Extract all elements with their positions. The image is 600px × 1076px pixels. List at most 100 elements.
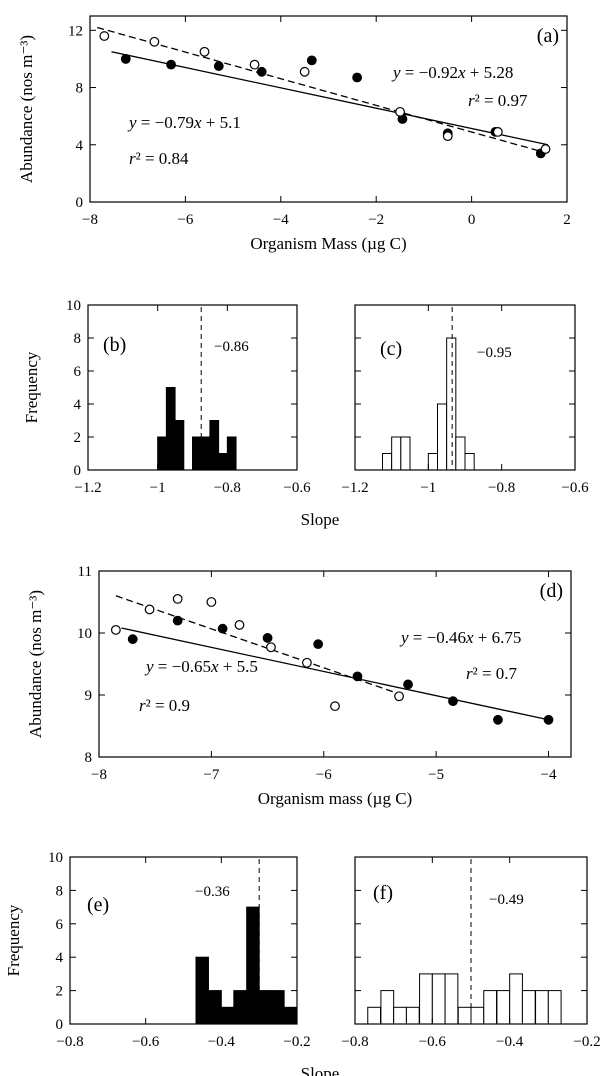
data-point-open — [110, 625, 121, 635]
histogram-bar — [192, 436, 202, 471]
histogram-bar — [496, 990, 511, 1025]
histogram-bar — [470, 1006, 485, 1025]
y-tick-label: 6 — [74, 364, 82, 380]
data-point-open — [395, 106, 405, 117]
histogram-bar — [165, 387, 176, 471]
y-axis-label: Abundance (nos m⁻³) — [17, 35, 36, 183]
data-point-filled — [120, 54, 131, 64]
x-tick-label: −0.8 — [56, 1034, 83, 1050]
y-tick-label: 6 — [56, 917, 64, 933]
value-annotation: −0.49 — [489, 892, 524, 908]
x-tick-label: −7 — [203, 767, 219, 783]
y-axis-label: Frequency — [4, 904, 23, 976]
data-point-open — [234, 620, 245, 630]
histogram-bar — [209, 420, 220, 471]
histogram-bar — [457, 1006, 472, 1025]
data-point-open — [492, 126, 503, 137]
value-annotation: −0.95 — [477, 345, 512, 361]
panel-label: (c) — [380, 338, 402, 360]
y-tick-label: 10 — [48, 850, 63, 866]
x-tick-label: −2 — [368, 212, 384, 228]
y-tick-label: 0 — [56, 1017, 64, 1033]
plot-frame — [354, 856, 588, 1025]
panel-label: (e) — [87, 894, 109, 916]
equation-annotation: r² = 0.84 — [129, 149, 189, 168]
data-point-open — [99, 31, 110, 41]
histogram-bar — [200, 436, 211, 471]
data-point-open — [394, 691, 404, 702]
x-tick-label: −0.8 — [214, 480, 241, 496]
histogram-bar — [455, 436, 466, 471]
value-annotation: −0.36 — [195, 884, 230, 900]
data-point-filled — [313, 639, 324, 650]
histogram-bar — [246, 906, 260, 1025]
histogram-bar — [367, 1006, 382, 1025]
fit-line-solid — [111, 51, 549, 146]
y-axis-label: Frequency — [22, 351, 41, 423]
equation-annotation: r² = 0.97 — [468, 91, 528, 110]
panel-label: (f) — [373, 882, 393, 904]
x-tick-label: −4 — [541, 767, 557, 783]
x-tick-label: −8 — [82, 212, 98, 228]
histogram-bar — [419, 973, 433, 1025]
x-tick-label: −0.6 — [419, 1034, 447, 1050]
data-point-filled — [493, 714, 503, 725]
x-tick-label: −8 — [91, 767, 107, 783]
data-point-open — [266, 642, 276, 653]
equation-annotation: r² = 0.9 — [139, 696, 190, 715]
histogram-bar — [393, 1006, 407, 1025]
histogram-bar — [391, 436, 402, 471]
panel-c-histogram: −1.2 −1 −0.8 −0.6 (c) −0.95 — [341, 304, 589, 496]
data-point-open — [442, 131, 453, 142]
histogram-bar — [258, 990, 273, 1025]
x-tick-label: −1 — [150, 480, 166, 496]
data-point-filled — [166, 59, 176, 70]
panel-f-histogram: −0.8 −0.6 −0.4 −0.2 (f) −0.49 — [341, 856, 600, 1050]
y-tick-label: 2 — [74, 430, 82, 446]
y-tick-label: 8 — [74, 331, 82, 347]
histogram-bar — [208, 990, 222, 1025]
plot-frame — [87, 304, 298, 471]
histogram-bar — [284, 1006, 298, 1025]
data-point-filled — [217, 623, 228, 634]
histogram-bar — [483, 990, 498, 1025]
y-tick-label: 4 — [76, 138, 84, 154]
data-point-open — [206, 597, 217, 607]
x-tick-label: 0 — [468, 212, 476, 228]
data-point-filled — [403, 679, 413, 690]
equation-annotation: y = −0.92x + 5.28 — [391, 63, 513, 82]
histogram-bar — [521, 990, 536, 1025]
equation-annotation: y = −0.65x + 5.5 — [144, 657, 258, 676]
x-axis-label: Slope — [301, 510, 340, 529]
y-tick-label: 4 — [56, 950, 64, 966]
data-point-open — [172, 594, 183, 604]
y-tick-label: 8 — [76, 81, 84, 97]
x-tick-label: −0.6 — [132, 1034, 160, 1050]
fit-line-dashed — [96, 26, 546, 154]
x-tick-label: −1.2 — [341, 480, 368, 496]
x-tick-label: −5 — [428, 767, 444, 783]
y-tick-label: 12 — [68, 23, 83, 39]
histogram-bar — [157, 436, 167, 471]
histogram-bar — [195, 956, 209, 1025]
histogram-bar — [380, 990, 395, 1025]
histogram-bar — [437, 403, 448, 471]
data-point-filled — [127, 634, 138, 645]
y-axis-label: Abundance (nos m⁻³) — [26, 590, 45, 738]
x-tick-label: −0.8 — [488, 480, 515, 496]
x-tick-label: −0.2 — [283, 1034, 310, 1050]
plot-frame — [354, 304, 576, 471]
plot-frame — [98, 570, 572, 758]
histogram-bar — [382, 453, 393, 471]
histogram-bar — [220, 1006, 235, 1025]
x-tick-label: −4 — [273, 212, 289, 228]
histogram-bar — [400, 436, 411, 471]
histogram-bar — [444, 973, 459, 1025]
data-point-filled — [262, 633, 273, 643]
x-tick-label: −0.4 — [496, 1034, 524, 1050]
x-axis-label: Slope — [301, 1064, 340, 1076]
histogram-bar — [405, 1006, 420, 1025]
data-point-open — [299, 66, 310, 77]
x-tick-label: −0.8 — [341, 1034, 368, 1050]
